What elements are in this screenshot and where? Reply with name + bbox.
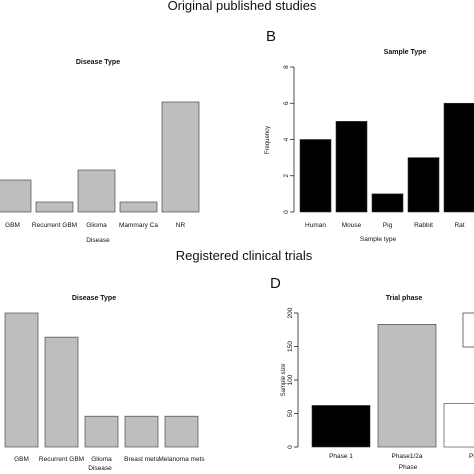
category-label: Recurrent GBM — [32, 222, 77, 229]
category-label: Mammary Ca — [119, 222, 158, 229]
panel-letter-d: D — [270, 275, 281, 292]
panel-letter-b: B — [266, 28, 276, 45]
category-label: Mouse — [342, 222, 362, 229]
category-label: Breast mets — [124, 456, 159, 463]
category-label: GBM — [5, 222, 20, 229]
bar-human — [299, 139, 332, 213]
charts-layer: Disease Type GBM Recurrent GBM Glioma Mammar… — [0, 49, 474, 472]
category-label: NR — [176, 222, 186, 229]
legend-box — [462, 312, 474, 348]
bar-pig — [371, 193, 404, 213]
y-tick-label: 100 — [287, 374, 294, 385]
y-tick-label: 4 — [283, 137, 290, 141]
bar-mammary-ca — [119, 201, 158, 213]
x-axis-label: Disease — [86, 237, 110, 244]
bar-breast-mets — [124, 415, 159, 448]
bar-gbm — [0, 179, 32, 213]
category-label: Ph — [469, 453, 474, 460]
chart-3: Disease Type GBM Recurrent GBM Glioma Breast… — [4, 295, 205, 472]
chart-title: Disease Type — [72, 295, 116, 302]
chart-4: Trial phase Phase 1 Phase1/2a Ph Phase 0 50 100… — [281, 295, 474, 471]
y-tick-label: 8 — [283, 65, 290, 69]
bar-phase-1 — [311, 405, 371, 448]
y-tick-label: 6 — [283, 101, 290, 105]
y-tick-label: 0 — [287, 445, 294, 449]
chart-title: Trial phase — [386, 295, 423, 302]
bar-recurrent-gbm — [44, 336, 79, 448]
category-label: Melanoma mets — [158, 456, 205, 463]
category-label: Phase 1 — [329, 453, 353, 460]
bar-glioma — [77, 169, 116, 213]
heading-original-studies: Original published studies — [168, 0, 317, 13]
y-tick-label: 2 — [283, 174, 290, 178]
bar-melanoma-mets — [164, 415, 199, 448]
bar-rabbit — [407, 157, 440, 213]
chart-title: Sample Type — [384, 49, 427, 56]
y-tick-label: 50 — [287, 410, 294, 418]
chart-2: Sample TypeHumanMousePigRabbitRatRSample… — [265, 49, 474, 243]
category-label: Recurrent GBM — [39, 456, 84, 463]
bar-phase1-2a — [377, 324, 437, 448]
bar-rat — [443, 102, 474, 213]
category-label: Glioma — [91, 456, 112, 463]
y-axis-label: Sample size — [281, 363, 287, 396]
y-tick-label: 200 — [287, 307, 294, 318]
x-axis-label: Phase — [399, 464, 418, 471]
x-axis-label: Sample type — [360, 236, 397, 243]
y-tick-label: 150 — [287, 341, 294, 352]
bar-nr — [161, 101, 200, 213]
bar-gbm — [4, 312, 39, 448]
bar-ph — [443, 403, 474, 448]
y-axis-label: Frequency — [265, 126, 271, 154]
chart-1: Disease Type GBM Recurrent GBM Glioma Mammar… — [0, 59, 200, 244]
chart-title: Disease Type — [76, 59, 120, 66]
bar-mouse — [335, 121, 368, 213]
category-label: Pig — [383, 222, 393, 229]
category-label: Glioma — [86, 222, 107, 229]
category-label: Rat — [454, 222, 464, 229]
bar-recurrent-gbm — [35, 201, 74, 213]
category-label: Human — [305, 222, 326, 229]
y-tick-label: 0 — [283, 210, 290, 214]
x-axis-label: Disease — [88, 465, 112, 472]
category-label: GBM — [14, 456, 29, 463]
heading-clinical-trials: Registered clinical trials — [176, 248, 313, 263]
bar-glioma — [84, 415, 119, 448]
category-label: Rabbit — [414, 222, 433, 229]
category-label: Phase1/2a — [391, 453, 422, 460]
